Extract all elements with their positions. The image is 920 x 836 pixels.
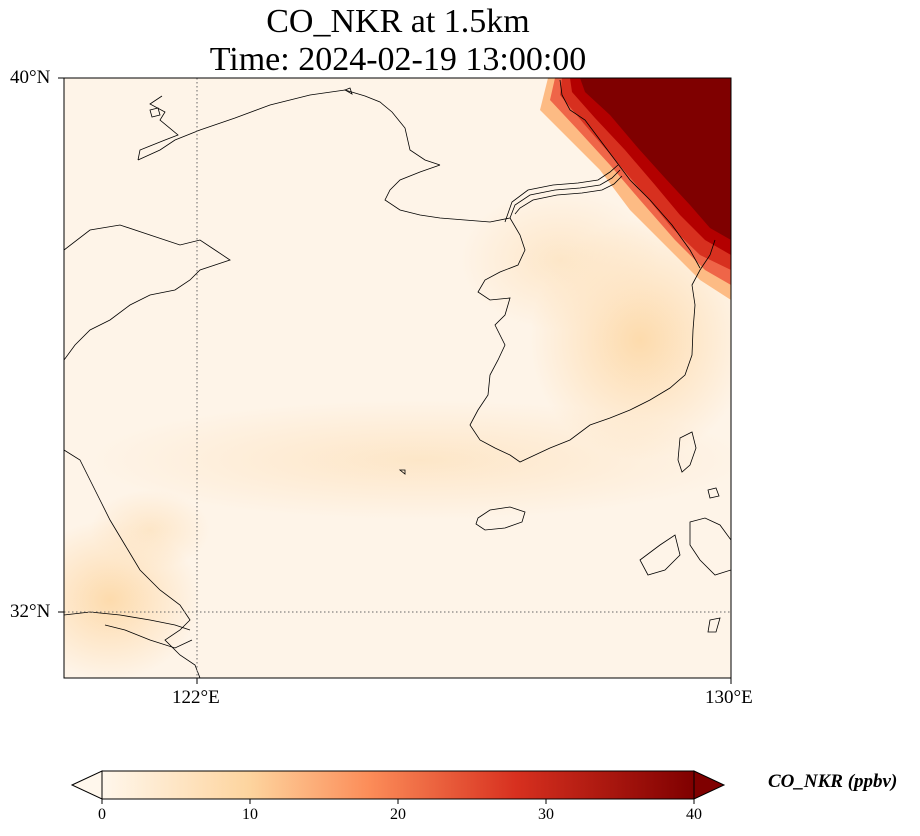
colorbar-tick-20: 20 — [390, 806, 406, 823]
colorbar — [70, 770, 726, 804]
concentration-field — [64, 78, 731, 678]
colorbar-extend-max — [693, 770, 726, 800]
axis-ticks — [58, 77, 732, 684]
gridlines — [64, 78, 731, 678]
high-concentration-plume — [540, 78, 731, 300]
colorbar-tick-30: 30 — [538, 806, 554, 823]
lat-label-32: 32°N — [10, 601, 51, 622]
lat-label-40: 40°N — [10, 67, 51, 88]
lon-label-130: 130°E — [705, 687, 753, 708]
colorbar-label: CO_NKR (ppbv) — [768, 771, 898, 792]
coastlines — [64, 79, 731, 678]
colorbar-tick-0: 0 — [98, 806, 106, 823]
map-title-line2: Time: 2024-02-19 13:00:00 — [209, 41, 587, 78]
map-title-line1: CO_NKR at 1.5km — [266, 3, 530, 40]
colorbar-gradient — [101, 770, 695, 800]
lon-label-122: 122°E — [172, 687, 220, 708]
map-frame — [63, 77, 732, 679]
colorbar-extend-min — [70, 770, 103, 800]
colorbar-tick-40: 40 — [686, 806, 702, 823]
colorbar-tick-10: 10 — [242, 806, 258, 823]
